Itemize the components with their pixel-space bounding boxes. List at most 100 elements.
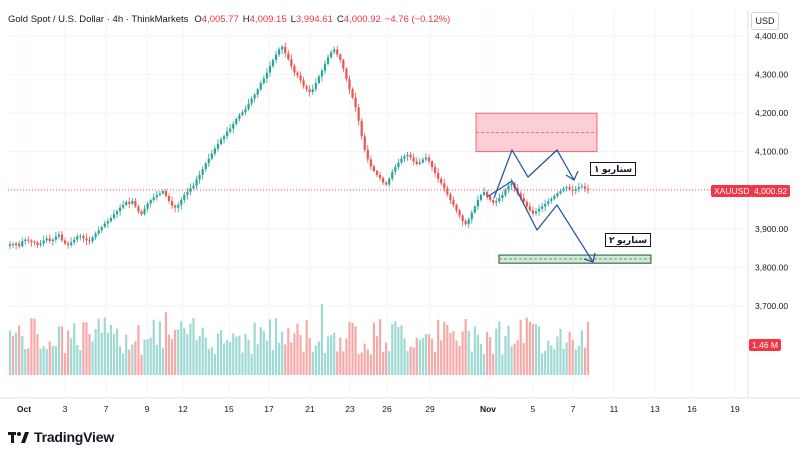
candle-body xyxy=(519,193,522,198)
volume-bar xyxy=(580,330,583,375)
candle-body xyxy=(492,199,495,203)
candle-body xyxy=(299,75,302,81)
scenario-two-path[interactable] xyxy=(486,180,594,263)
volume-bar xyxy=(42,346,45,375)
candle-body xyxy=(470,212,473,220)
volume-bar xyxy=(418,339,421,375)
volume-bar xyxy=(394,321,397,375)
candle-body xyxy=(244,109,247,113)
volume-bars xyxy=(8,304,590,375)
current-price-tag: 4,000.92 xyxy=(751,185,791,197)
candle-body xyxy=(525,201,528,207)
price-tick-label: 3,700.00 xyxy=(755,301,788,311)
volume-bar xyxy=(320,304,324,375)
candle-body xyxy=(112,214,116,219)
candle-body xyxy=(122,204,125,208)
candle-body xyxy=(222,136,226,140)
tradingview-logo[interactable]: TradingView xyxy=(8,429,114,445)
symbol-title[interactable]: Gold Spot / U.S. Dollar · 4h · ThinkMark… xyxy=(8,14,189,25)
volume-bar xyxy=(256,344,259,375)
price-axis[interactable]: 4,400.00 4,300.00 4,200.00 4,100.00 3,900.00… xyxy=(755,31,788,311)
candle-body xyxy=(88,240,91,242)
volume-bar xyxy=(455,340,458,375)
candle-body xyxy=(583,186,587,189)
volume-bar xyxy=(336,351,339,375)
volume-bar xyxy=(305,319,308,375)
candle-body xyxy=(278,49,281,55)
candle-body xyxy=(226,131,229,137)
candle-body xyxy=(204,163,207,170)
time-tick-label: 23 xyxy=(345,404,355,414)
time-tick-label: Nov xyxy=(480,404,496,414)
candle-body xyxy=(531,210,535,214)
scenario-two-label[interactable]: سناريو ٢ xyxy=(605,233,652,247)
volume-bar xyxy=(219,330,223,375)
volume-bar xyxy=(229,341,232,375)
candle-body xyxy=(351,89,354,98)
tradingview-wordmark: TradingView xyxy=(34,429,115,445)
candle-body xyxy=(174,205,177,208)
candle-body xyxy=(369,159,372,167)
candle-body xyxy=(15,243,18,246)
candle-body xyxy=(21,241,24,247)
volume-bar xyxy=(577,345,580,375)
candle-body xyxy=(274,54,278,60)
tradingview-logo-icon xyxy=(8,432,29,443)
candle-body xyxy=(219,139,223,144)
volume-bar xyxy=(21,336,24,375)
scenario-one-label[interactable]: سناريو ١ xyxy=(590,162,637,176)
candle-body xyxy=(70,242,73,246)
volume-bar xyxy=(525,317,528,375)
volume-bar xyxy=(449,333,452,375)
volume-bar xyxy=(467,330,470,375)
volume-bar xyxy=(519,319,522,375)
candle-body xyxy=(446,188,449,195)
candle-body xyxy=(229,128,232,132)
candle-body xyxy=(473,206,476,213)
volume-bar xyxy=(409,346,412,375)
candle-body xyxy=(287,53,290,60)
volume-bar xyxy=(489,336,492,375)
volume-bar xyxy=(226,339,229,375)
time-tick-label: 12 xyxy=(178,404,188,414)
volume-bar xyxy=(244,333,247,375)
candle-body xyxy=(449,194,452,200)
candle-body xyxy=(94,233,97,238)
volume-bar xyxy=(375,336,379,375)
volume-bar xyxy=(222,343,226,375)
volume-bar xyxy=(437,319,440,375)
candle-body xyxy=(339,54,342,60)
candle-body xyxy=(495,201,498,203)
candle-body xyxy=(134,201,137,207)
change-value: −4.76 (−0.12%) xyxy=(384,14,451,25)
candle-body xyxy=(256,89,259,95)
time-axis[interactable]: Oct 3 7 9 12 15 17 21 23 26 29 Nov 5 7 11 13 16 19 xyxy=(17,404,740,414)
volume-bar xyxy=(541,353,544,375)
volume-bar xyxy=(82,322,85,375)
volume-bar xyxy=(378,319,382,375)
price-tick-label: 4,400.00 xyxy=(755,31,788,41)
candle-body xyxy=(489,196,492,200)
candle-body xyxy=(433,167,437,173)
volume-bar xyxy=(195,340,198,375)
volume-bar xyxy=(235,336,238,375)
candle-body xyxy=(235,118,238,124)
chart-header: Gold Spot / U.S. Dollar · 4h · ThinkMark… xyxy=(8,14,450,25)
candle-body xyxy=(354,97,357,108)
volume-bar xyxy=(372,322,376,375)
time-tick-label: 9 xyxy=(145,404,150,414)
currency-button[interactable]: USD xyxy=(751,12,779,30)
candle-body xyxy=(556,193,559,197)
candle-body xyxy=(562,188,565,192)
scenario-one-path[interactable] xyxy=(493,148,575,199)
volume-bar xyxy=(415,337,418,375)
volume-bar xyxy=(473,326,476,375)
candle-body xyxy=(293,66,296,73)
volume-bar xyxy=(278,342,281,375)
volume-bar xyxy=(461,331,464,375)
candle-body xyxy=(143,208,146,215)
time-tick-label: 29 xyxy=(425,404,435,414)
volume-bar xyxy=(470,351,473,375)
candle-body xyxy=(385,182,388,185)
